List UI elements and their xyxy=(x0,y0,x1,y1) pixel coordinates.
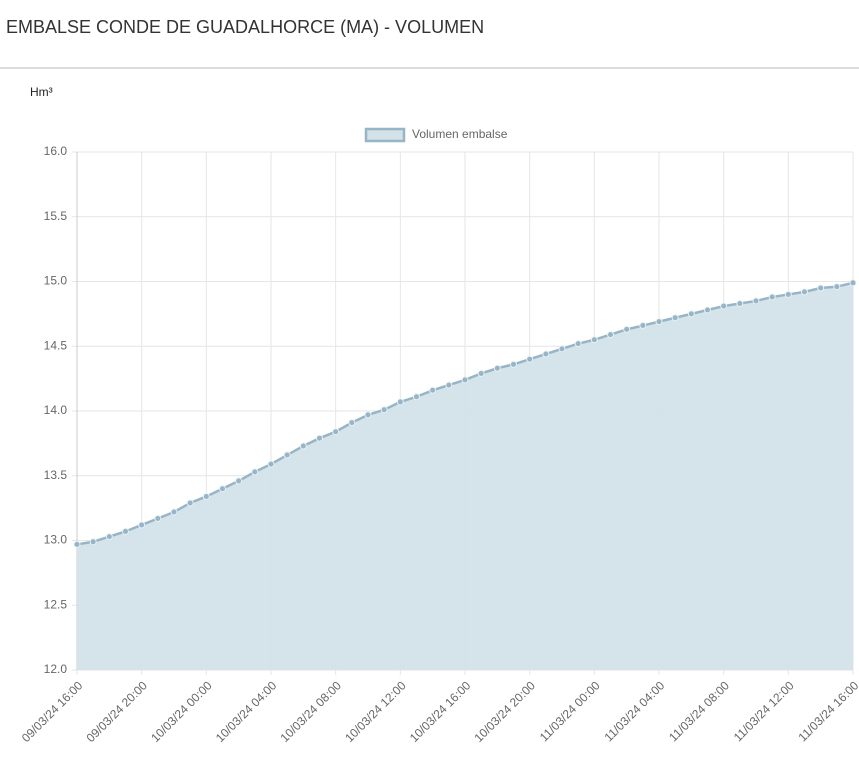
point xyxy=(671,314,679,322)
point xyxy=(461,376,469,384)
x-tick-label: 11/03/24 12:00 xyxy=(731,678,797,744)
x-tick-label: 11/03/24 00:00 xyxy=(537,678,603,744)
point xyxy=(784,290,792,298)
point xyxy=(73,540,81,548)
x-tick-label: 10/03/24 12:00 xyxy=(342,678,409,745)
point xyxy=(154,514,162,522)
point xyxy=(817,284,825,292)
point xyxy=(348,419,356,427)
point xyxy=(833,283,841,291)
y-tick-label: 14.5 xyxy=(44,338,68,352)
point xyxy=(574,340,582,348)
point xyxy=(526,355,534,363)
x-tick-label: 10/03/24 08:00 xyxy=(278,678,345,745)
point xyxy=(105,533,113,541)
y-tick-label: 13.5 xyxy=(44,468,68,482)
point xyxy=(655,318,663,326)
area xyxy=(77,282,853,670)
y-tick-label: 14.0 xyxy=(44,403,68,417)
point xyxy=(493,364,501,372)
y-tick-label: 12.0 xyxy=(44,662,68,676)
x-tick-label: 10/03/24 00:00 xyxy=(148,678,215,745)
x-tick-label: 10/03/24 04:00 xyxy=(213,678,280,745)
point xyxy=(607,331,614,339)
point xyxy=(623,325,631,333)
y-tick-label: 12.5 xyxy=(44,597,68,611)
point xyxy=(202,492,210,500)
point xyxy=(720,302,728,310)
x-tick-label: 11/03/24 08:00 xyxy=(666,678,732,744)
divider xyxy=(0,67,859,69)
point xyxy=(299,442,307,450)
point xyxy=(752,297,760,305)
point xyxy=(542,350,550,358)
point xyxy=(332,428,340,436)
point xyxy=(122,527,129,535)
x-tick-label: 09/03/24 20:00 xyxy=(84,678,151,745)
point xyxy=(89,538,97,546)
point xyxy=(590,336,598,344)
point xyxy=(510,360,517,368)
point xyxy=(235,477,243,485)
x-tick-label: 11/03/24 16:00 xyxy=(795,678,859,744)
point xyxy=(429,386,437,394)
point xyxy=(138,521,146,529)
page-title: EMBALSE CONDE DE GUADALHORCE (MA) - VOLU… xyxy=(6,17,485,37)
point xyxy=(316,434,323,442)
point xyxy=(639,322,647,330)
point xyxy=(687,310,695,318)
point xyxy=(736,300,744,308)
point xyxy=(380,406,388,414)
y-tick-label: 15.0 xyxy=(44,274,68,288)
point xyxy=(801,288,808,296)
x-tick-label: 10/03/24 16:00 xyxy=(407,678,474,745)
point xyxy=(849,279,857,287)
y-tick-label: 16.0 xyxy=(44,144,68,158)
point xyxy=(477,369,485,377)
point xyxy=(267,460,275,468)
point xyxy=(413,393,420,401)
point xyxy=(396,398,404,406)
y-tick-label: 13.0 xyxy=(44,533,68,547)
point xyxy=(704,306,711,314)
point xyxy=(251,468,259,476)
x-tick-label: 09/03/24 16:00 xyxy=(19,678,86,745)
legend-label: Volumen embalse xyxy=(412,127,508,141)
point xyxy=(558,345,566,353)
point xyxy=(283,451,291,459)
point xyxy=(364,411,372,419)
point xyxy=(186,499,194,507)
legend-swatch xyxy=(364,127,406,143)
x-tick-label: 10/03/24 20:00 xyxy=(472,678,539,745)
y-axis-label: Hm³ xyxy=(30,85,53,99)
point xyxy=(445,381,453,389)
y-tick-label: 15.5 xyxy=(44,209,68,223)
point xyxy=(219,485,226,493)
point xyxy=(170,508,178,516)
x-tick-label: 11/03/24 04:00 xyxy=(601,678,667,744)
point xyxy=(768,293,776,301)
